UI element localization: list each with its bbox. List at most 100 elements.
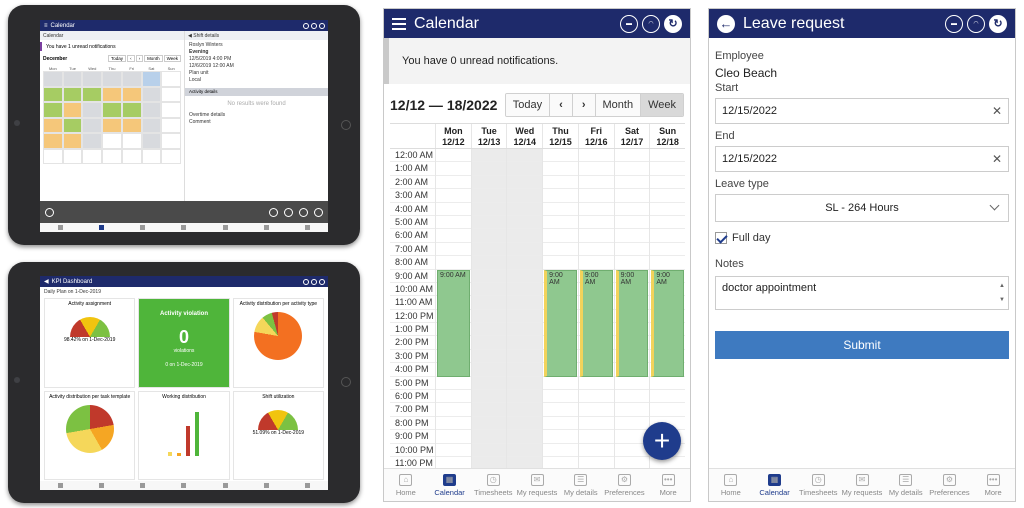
time-slot[interactable]: [436, 243, 471, 257]
wifi-icon[interactable]: [311, 22, 317, 29]
time-slot[interactable]: [543, 162, 578, 176]
month-day-cell[interactable]: [102, 117, 122, 133]
back-icon[interactable]: ◀: [44, 279, 49, 285]
refresh-icon[interactable]: ↻: [989, 14, 1007, 33]
month-day-cell[interactable]: [121, 133, 142, 149]
day-column[interactable]: [470, 149, 507, 471]
shift-event[interactable]: 9:00 AM: [544, 269, 577, 377]
time-slot[interactable]: [614, 216, 650, 230]
time-slot[interactable]: [578, 390, 614, 404]
time-slot[interactable]: [471, 350, 507, 364]
home-icon[interactable]: [58, 225, 64, 230]
refresh-icon[interactable]: ↻: [664, 14, 682, 33]
time-slot[interactable]: [436, 377, 471, 391]
time-slot[interactable]: [436, 390, 471, 404]
time-slot[interactable]: [578, 444, 614, 457]
week-view-button[interactable]: Week: [640, 94, 683, 116]
month-day-cell[interactable]: [141, 117, 162, 133]
month-day-cell[interactable]: [43, 86, 63, 102]
notification-banner[interactable]: You have 0 unread notifications.: [384, 38, 690, 84]
time-slot[interactable]: [471, 310, 507, 324]
home-icon[interactable]: [58, 483, 64, 488]
time-slot[interactable]: [471, 149, 507, 163]
month-day-cell[interactable]: [62, 148, 83, 164]
month-day-cell[interactable]: [141, 86, 162, 102]
month-day-cell[interactable]: [121, 148, 142, 164]
start-date-field[interactable]: 12/15/2022 ✕: [715, 98, 1009, 124]
month-day-cell[interactable]: [62, 133, 83, 149]
time-slot[interactable]: [650, 203, 686, 216]
time-slot[interactable]: [436, 162, 471, 176]
details-icon[interactable]: [222, 483, 228, 488]
month-day-cell[interactable]: [82, 102, 103, 118]
leave-icon[interactable]: [269, 207, 278, 217]
refresh-icon[interactable]: [319, 22, 325, 29]
time-slot[interactable]: [436, 256, 471, 270]
time-slot[interactable]: [507, 323, 543, 337]
day-column[interactable]: 9:00 AM: [542, 149, 578, 471]
notes-textarea[interactable]: doctor appointment ▲ ▼: [715, 276, 1009, 310]
clear-icon[interactable]: ✕: [991, 152, 1002, 166]
time-slot[interactable]: [507, 377, 543, 391]
time-slot[interactable]: [543, 149, 578, 163]
time-slot[interactable]: [471, 336, 507, 350]
month-day-cell[interactable]: [82, 117, 103, 133]
wifi-icon[interactable]: [311, 278, 317, 285]
month-day-cell[interactable]: [161, 71, 181, 87]
checkbox-checked-icon[interactable]: [715, 232, 727, 244]
requests-icon[interactable]: [181, 225, 187, 230]
time-slot[interactable]: [507, 229, 543, 243]
exchange-icon[interactable]: [299, 207, 308, 217]
time-slot[interactable]: [578, 203, 614, 216]
month-day-cell[interactable]: [102, 148, 122, 164]
day-header[interactable]: Wed 12/14: [506, 124, 542, 148]
time-slot[interactable]: [436, 203, 471, 216]
back-icon[interactable]: ←: [717, 14, 735, 33]
time-slot[interactable]: [507, 296, 543, 310]
time-slot[interactable]: [578, 189, 614, 203]
time-slot[interactable]: [578, 377, 614, 391]
time-slot[interactable]: [614, 430, 650, 444]
end-date-field[interactable]: 12/15/2022 ✕: [715, 146, 1009, 172]
kpi-activity-violation[interactable]: Activity violation 0 violations 0 on 1-D…: [138, 298, 230, 388]
time-slot[interactable]: [543, 430, 578, 444]
nav-item-my-requests[interactable]: ✉ My requests: [840, 469, 884, 501]
time-slot[interactable]: [471, 430, 507, 444]
time-slot[interactable]: [543, 216, 578, 230]
time-slot[interactable]: [650, 377, 686, 391]
month-day-cell[interactable]: [62, 71, 83, 87]
tablet-notification[interactable]: You have 1 unread notifications: [40, 42, 184, 51]
textarea-scrollbar[interactable]: ▲ ▼: [999, 283, 1005, 303]
time-slot[interactable]: [614, 203, 650, 216]
time-slot[interactable]: [471, 243, 507, 257]
time-slot[interactable]: [471, 417, 507, 431]
wifi-icon[interactable]: ◠: [642, 14, 660, 33]
time-slot[interactable]: [650, 189, 686, 203]
kpi-activity-assignment[interactable]: Activity assignment 98.42% on 1-Dec-2019: [44, 298, 136, 388]
time-slot[interactable]: [507, 189, 543, 203]
tablet-view-button[interactable]: Today: [108, 55, 127, 62]
day-column[interactable]: [506, 149, 543, 471]
time-slot[interactable]: [471, 162, 507, 176]
day-column[interactable]: 9:00 AM: [435, 149, 471, 471]
time-slot[interactable]: [578, 243, 614, 257]
time-slot[interactable]: [578, 430, 614, 444]
time-slot[interactable]: [578, 403, 614, 417]
kpi-distribution-task-template[interactable]: Activity distribution per task template: [44, 390, 136, 480]
time-slot[interactable]: [507, 417, 543, 431]
shift-event[interactable]: 9:00 AM: [651, 269, 685, 377]
network-icon[interactable]: ▬: [620, 14, 638, 33]
time-slot[interactable]: [614, 149, 650, 163]
shift-event[interactable]: 9:00 AM: [579, 269, 613, 377]
time-slot[interactable]: [507, 149, 543, 163]
time-slot[interactable]: [614, 403, 650, 417]
month-day-cell[interactable]: [43, 117, 63, 133]
time-slot[interactable]: [578, 149, 614, 163]
day-column[interactable]: 9:00 AM: [577, 149, 614, 471]
month-day-cell[interactable]: [121, 71, 142, 87]
nav-item-preferences[interactable]: ⚙ Preferences: [928, 469, 972, 501]
activity-details-header[interactable]: Activity details: [185, 88, 328, 96]
kpi-distribution-activity-type[interactable]: Activity distribution per activity type: [232, 298, 324, 388]
pick-up-icon[interactable]: [314, 207, 323, 217]
more-icon[interactable]: [304, 225, 310, 230]
